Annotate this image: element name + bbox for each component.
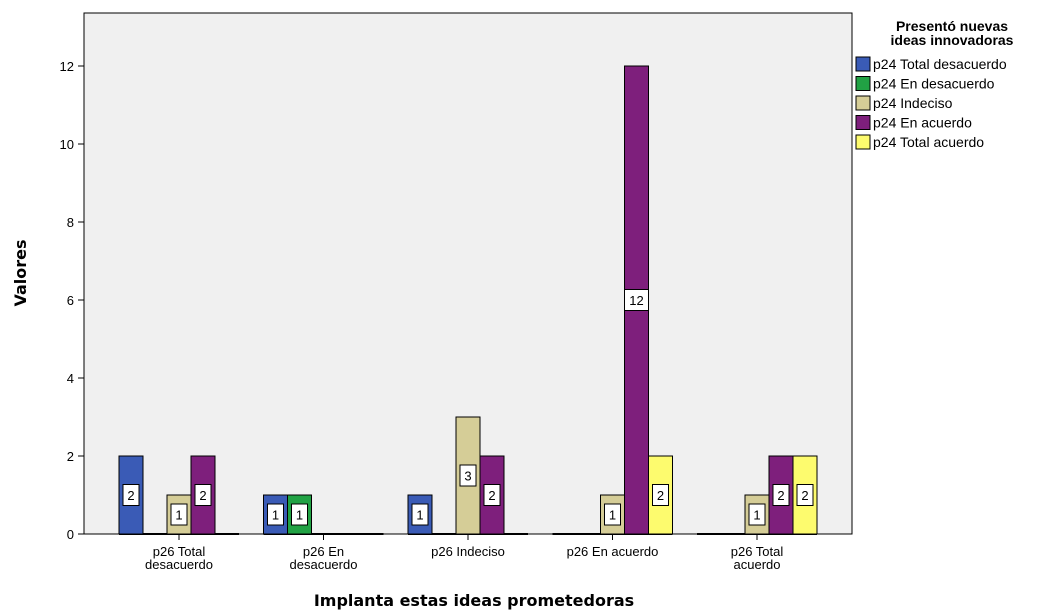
category-label: p26 Total <box>153 544 206 559</box>
legend-label: p24 Total desacuerdo <box>873 56 1007 72</box>
data-label-box <box>748 503 766 526</box>
legend-title: Presentó nuevas <box>896 18 1008 34</box>
data-label: 1 <box>175 508 182 523</box>
data-label-box <box>194 484 212 506</box>
data-label-box <box>483 484 501 506</box>
y-tick-label: 10 <box>60 137 74 152</box>
data-label-box <box>291 503 308 526</box>
category-label: p26 Indeciso <box>431 544 505 559</box>
legend-title: ideas innovadoras <box>891 32 1014 48</box>
legend-swatch <box>855 115 871 130</box>
data-label: 1 <box>416 508 423 523</box>
data-label-box <box>411 503 429 526</box>
category-label: desacuerdo <box>290 557 358 572</box>
data-label: 2 <box>199 488 206 503</box>
y-tick-label: 4 <box>67 371 74 386</box>
legend-swatch <box>855 134 871 150</box>
legend-swatch <box>855 95 871 111</box>
x-axis-title: Implanta estas ideas prometedoras <box>314 591 634 610</box>
data-label: 1 <box>753 508 760 523</box>
data-label: 2 <box>488 488 495 503</box>
category-label: p26 Total <box>731 544 784 559</box>
y-tick-label: 2 <box>67 449 74 464</box>
category-label: p26 En <box>303 544 344 559</box>
category-label: acuerdo <box>734 557 781 572</box>
data-label: 2 <box>777 488 784 503</box>
category-label: p26 En acuerdo <box>567 544 659 559</box>
legend-label: p24 Indeciso <box>873 95 953 111</box>
data-label: 2 <box>801 488 808 503</box>
data-label: 1 <box>272 508 279 523</box>
data-label-box <box>652 484 669 506</box>
legend-label: p24 En desacuerdo <box>873 76 995 92</box>
data-label-box <box>772 484 790 506</box>
legend-label: p24 Total acuerdo <box>873 134 984 150</box>
data-label-box <box>624 289 649 311</box>
y-tick-label: 8 <box>67 215 74 230</box>
legend-swatch <box>855 76 871 91</box>
y-axis-title: Valores <box>11 239 30 306</box>
legend-swatch <box>855 56 871 72</box>
y-axis: 0 2 4 6 8 10 12 <box>60 59 84 542</box>
data-label: 2 <box>127 488 134 503</box>
data-label: 1 <box>296 508 303 523</box>
data-label-box <box>604 503 621 526</box>
category-label: desacuerdo <box>145 557 213 572</box>
data-label: 2 <box>657 488 664 503</box>
data-label-box <box>267 503 284 526</box>
data-label: 1 <box>609 508 616 523</box>
data-label-box <box>122 484 140 506</box>
data-label-box <box>459 464 477 487</box>
data-label: 12 <box>629 293 643 308</box>
data-label-box <box>796 484 814 506</box>
data-label-box <box>170 503 188 526</box>
y-tick-label: 0 <box>67 527 74 542</box>
y-tick-label: 6 <box>67 293 74 308</box>
legend-label: p24 En acuerdo <box>873 115 972 131</box>
data-label: 3 <box>464 469 471 484</box>
y-tick-label: 12 <box>60 59 74 74</box>
